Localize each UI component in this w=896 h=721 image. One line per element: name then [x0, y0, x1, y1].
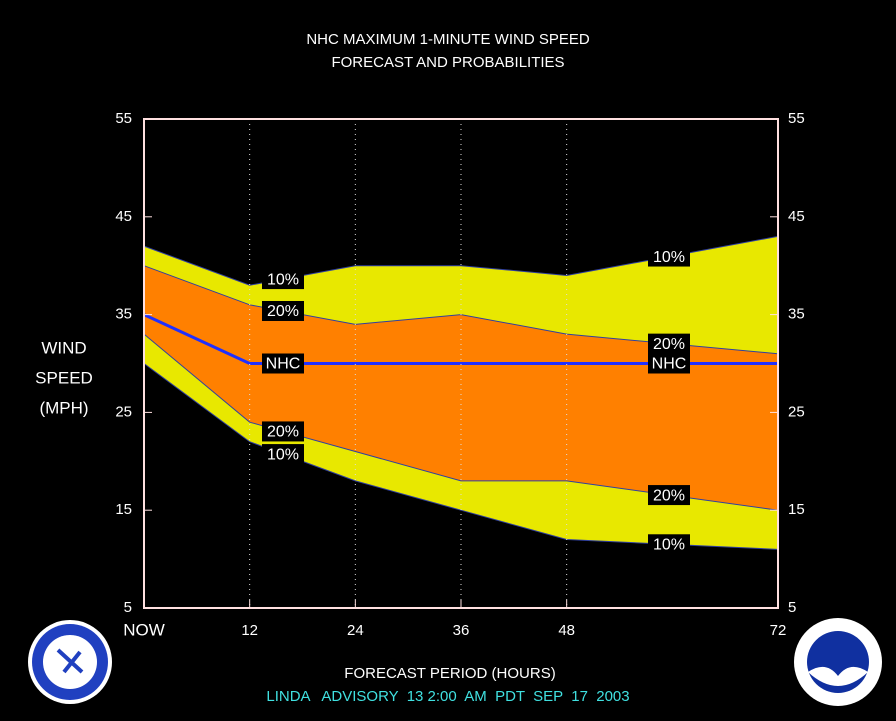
footer: LINDA ADVISORY 13 2:00 AM PDT SEP 17 200…: [266, 688, 629, 705]
y2-tick-label: 15: [788, 501, 805, 518]
series-label-box: [262, 269, 304, 290]
band-edge: [143, 265, 779, 355]
y-tick-label: 15: [115, 501, 132, 518]
y-axis-label: SPEED: [35, 368, 93, 387]
x-tick-label: 12: [241, 622, 258, 639]
series-label-box: [648, 333, 690, 354]
logo-symbol: [808, 666, 868, 686]
y-tick-label: 25: [115, 403, 132, 420]
x-tick-label: 48: [558, 622, 575, 639]
title-line: FORECAST AND PROBABILITIES: [331, 54, 564, 71]
series-label: NHC: [652, 356, 687, 373]
y-tick-label: 45: [115, 208, 132, 225]
plot-frame: [143, 118, 779, 609]
series-label: 20%: [653, 487, 685, 504]
series-label: 10%: [653, 536, 685, 553]
y-axis-label: (MPH): [39, 398, 88, 417]
series-label-box: [262, 444, 304, 465]
series-label-box: [262, 353, 304, 374]
series-label: 20%: [653, 336, 685, 353]
series-label: 20%: [267, 303, 299, 320]
x-axis-label: FORECAST PERIOD (HOURS): [344, 665, 555, 682]
y2-tick-label: 5: [788, 599, 796, 616]
noaa-logo: [794, 618, 882, 706]
y-axis-label: WIND: [41, 338, 86, 357]
series-label-box: [648, 353, 690, 374]
series-label-box: [648, 246, 690, 267]
band-edge: [143, 363, 779, 550]
logo-symbol: [56, 648, 84, 674]
x-tick-label: 72: [770, 622, 787, 639]
series-label: 10%: [267, 446, 299, 463]
y-tick-label: 5: [124, 599, 132, 616]
series-label-box: [262, 300, 304, 321]
x-tick-label: 36: [453, 622, 470, 639]
x-tick-label: 24: [347, 622, 364, 639]
nws-logo: [28, 620, 112, 704]
series-label-box: [262, 421, 304, 442]
y-tick-label: 35: [115, 306, 132, 323]
y2-tick-label: 45: [788, 208, 805, 225]
y-tick-label: 55: [115, 110, 132, 127]
series-label-box: [648, 485, 690, 506]
y2-tick-label: 35: [788, 306, 805, 323]
forecast-line: [143, 313, 778, 365]
series-label-box: [648, 534, 690, 555]
series-label: 20%: [267, 424, 299, 441]
band-area: [144, 265, 778, 511]
band-edge: [143, 235, 779, 286]
series-label: NHC: [266, 356, 301, 373]
band-edge: [143, 333, 779, 511]
band-area: [144, 334, 778, 550]
title-line: NHC MAXIMUM 1-MINUTE WIND SPEED: [306, 31, 590, 48]
series-label: 10%: [267, 271, 299, 288]
y2-tick-label: 55: [788, 110, 805, 127]
series-label: 10%: [653, 249, 685, 266]
x-tick-label: NOW: [123, 620, 165, 639]
y2-tick-label: 25: [788, 403, 805, 420]
